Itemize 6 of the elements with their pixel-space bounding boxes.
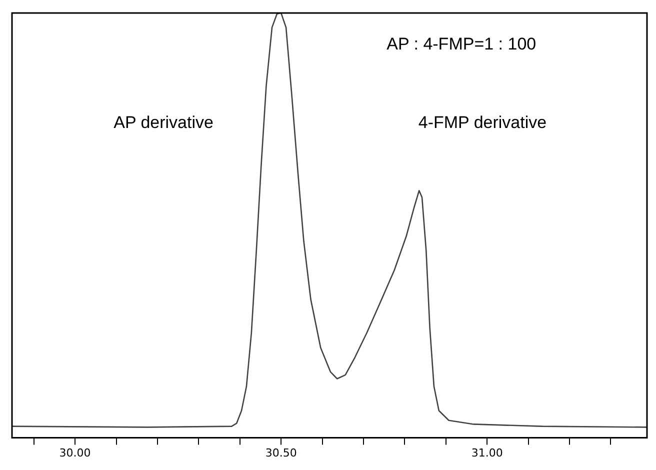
x-tick-label: 31.00 (471, 446, 503, 460)
x-tick-label: 30.00 (59, 446, 91, 460)
x-tick-label: 30.50 (265, 446, 297, 460)
annotation: AP : 4-FMP=1 : 100 (386, 34, 536, 54)
annotation: 4-FMP derivative (418, 113, 547, 132)
annotation: AP derivative (114, 113, 214, 132)
